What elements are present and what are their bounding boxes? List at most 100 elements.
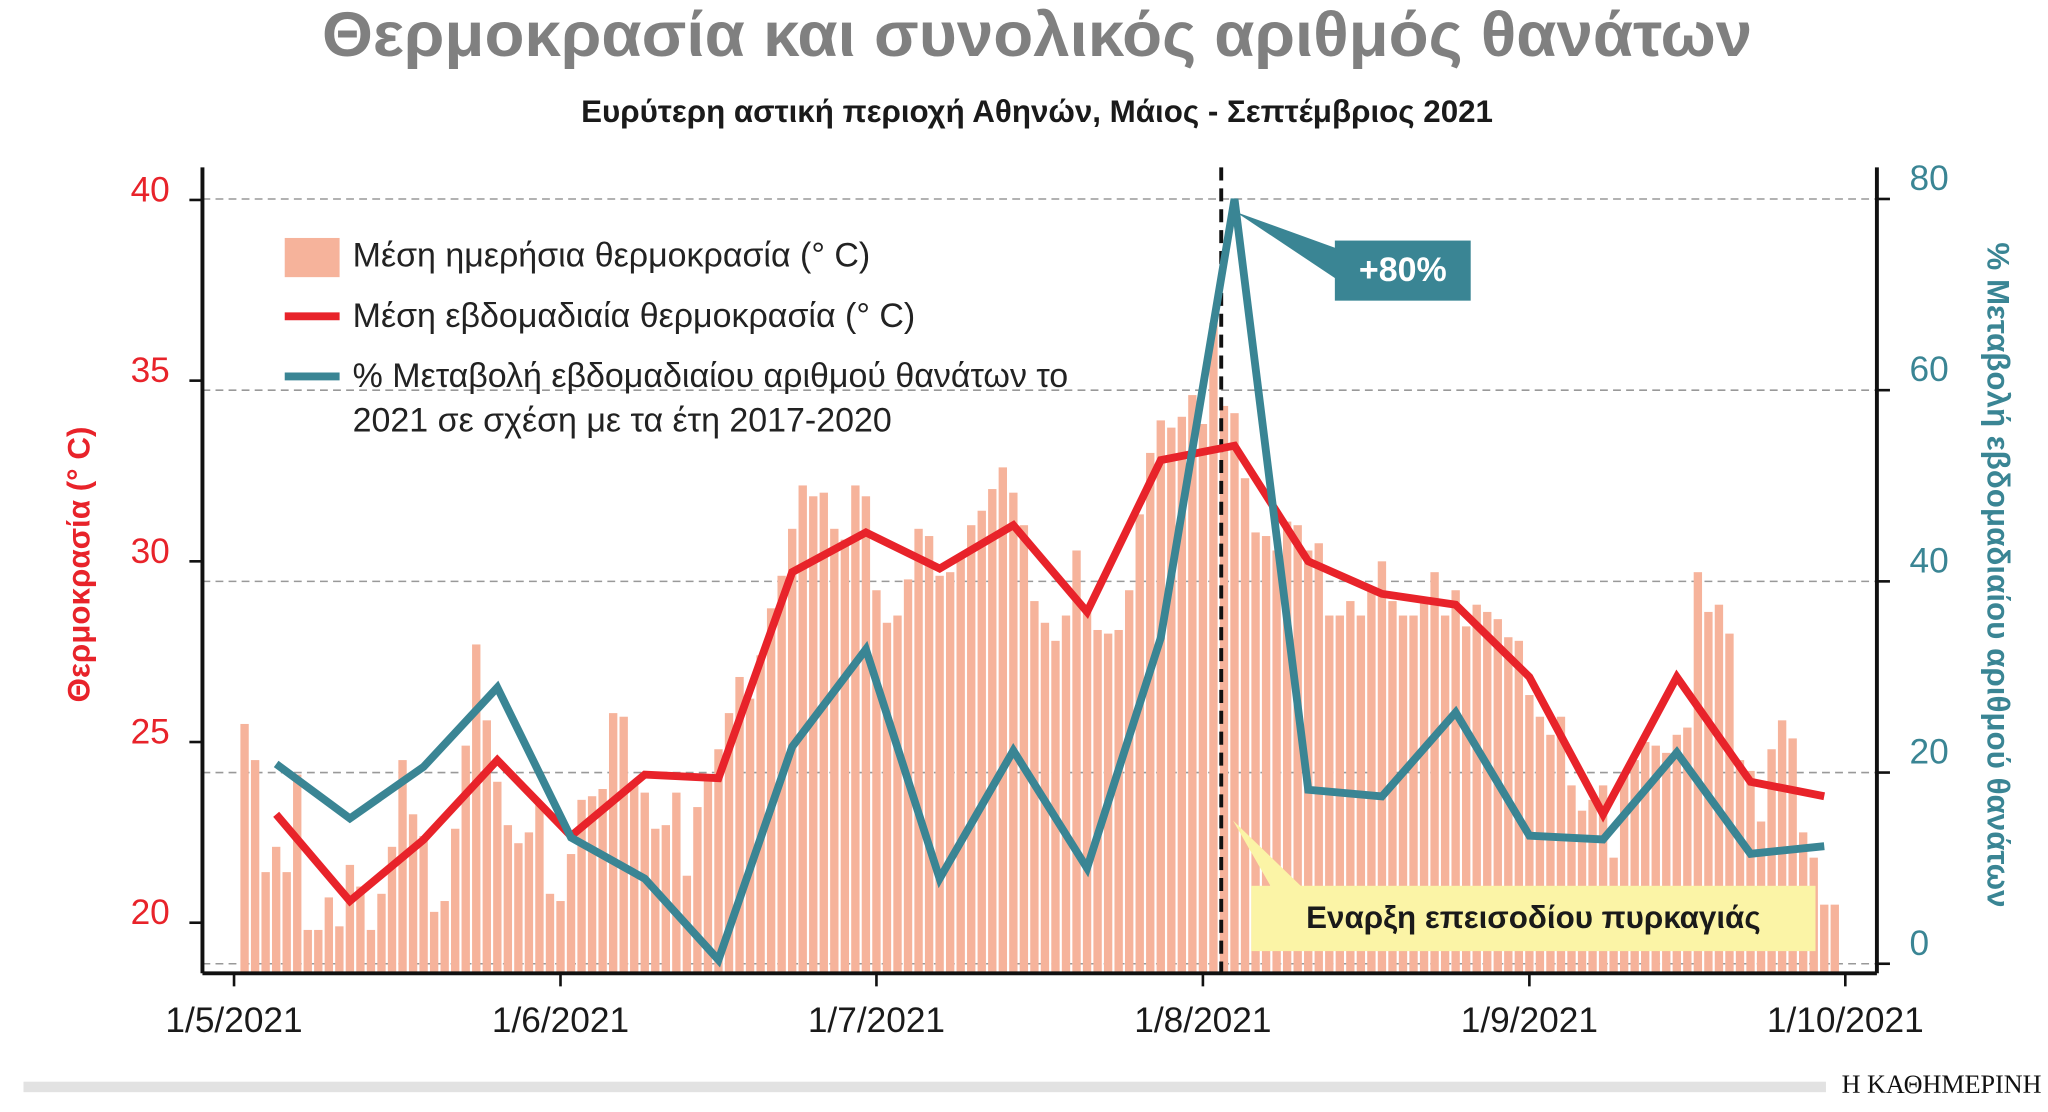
- bar: [356, 886, 365, 974]
- bar: [651, 828, 660, 974]
- bar: [1419, 601, 1429, 974]
- footer-bar: [23, 1081, 1826, 1093]
- bar: [956, 557, 965, 974]
- bar: [1082, 611, 1092, 974]
- bar: [935, 575, 944, 974]
- bar: [893, 615, 902, 974]
- bar: [988, 489, 997, 974]
- bar: [1072, 550, 1081, 974]
- line: [273, 441, 1826, 907]
- bar: [766, 608, 776, 974]
- bar: [1820, 904, 1829, 974]
- bar: [1251, 532, 1260, 974]
- bar: [493, 781, 502, 974]
- bar: [1462, 626, 1471, 974]
- bar: [977, 510, 986, 974]
- bar: [1240, 478, 1250, 974]
- bar: [1146, 452, 1155, 974]
- bar: [1293, 525, 1302, 974]
- y-tick-label: 40: [131, 170, 170, 209]
- y2-tick-label: 0: [1910, 924, 1930, 963]
- bar: [608, 713, 618, 974]
- bar: [1198, 424, 1208, 974]
- bar: [745, 698, 755, 974]
- bar: [1377, 561, 1387, 974]
- y-tick-label: 20: [131, 893, 170, 932]
- bar: [514, 843, 523, 974]
- bar: [598, 789, 607, 974]
- bar: [1440, 615, 1450, 974]
- annotation: Εναρξη επεισοδίου πυρκαγιάς: [1306, 900, 1761, 935]
- bar: [429, 911, 439, 974]
- legend-label: Μέση εβδομαδιαία θερμοκρασία (° C): [352, 295, 916, 335]
- bar: [1493, 619, 1502, 974]
- y2-tick-label: 60: [1910, 350, 1949, 389]
- bar: [345, 864, 355, 974]
- x-tick-label: 1/5/2021: [165, 1001, 302, 1040]
- bar: [524, 832, 534, 974]
- bar: [872, 590, 881, 974]
- bar: [1188, 395, 1197, 974]
- bar: [1019, 525, 1029, 974]
- lines: [273, 198, 1826, 968]
- bar: [1209, 322, 1218, 974]
- bar: [1672, 734, 1681, 974]
- annotation: +80%: [1359, 251, 1447, 289]
- bar: [556, 901, 565, 974]
- bar: [240, 723, 249, 974]
- bar: [1683, 727, 1692, 974]
- bar: [293, 774, 302, 974]
- bar: [303, 929, 312, 974]
- bar: [1725, 633, 1734, 974]
- y-axis-label: Θερμοκρασία (° C): [61, 427, 96, 703]
- bar: [809, 496, 818, 974]
- bar: [1767, 749, 1776, 974]
- bar: [1514, 640, 1524, 974]
- y-tick-label: 35: [131, 351, 170, 390]
- bar: [398, 760, 407, 974]
- bar: [714, 749, 723, 974]
- bar: [1662, 752, 1671, 974]
- bar: [1261, 536, 1271, 974]
- bar: [1409, 615, 1418, 974]
- bar: [377, 893, 386, 974]
- bar: [1451, 590, 1460, 974]
- bar: [535, 803, 544, 974]
- bar: [545, 893, 555, 974]
- bar: [924, 536, 934, 974]
- bar: [672, 792, 681, 974]
- bar: [1230, 413, 1239, 974]
- bar: [1430, 572, 1439, 974]
- bar: [735, 676, 744, 974]
- bar: [1135, 514, 1144, 974]
- bar: [1314, 543, 1323, 974]
- axes: 20 25 30 35 40 0 20 40 60 80 1/5/2021 1/6/2021 1/7/2…: [131, 159, 1949, 1040]
- bar: [250, 760, 260, 974]
- bar: [366, 929, 376, 974]
- bar: [1346, 601, 1355, 974]
- bar: [1009, 492, 1018, 974]
- bar: [851, 485, 860, 974]
- bar: [703, 774, 713, 974]
- bar: [1125, 590, 1134, 974]
- bar: [324, 897, 334, 974]
- x-tick-label: 1/6/2021: [492, 1001, 629, 1040]
- bar: [408, 814, 418, 974]
- bar: [314, 929, 323, 974]
- bar: [945, 572, 955, 974]
- x-tick-label: 1/10/2021: [1767, 1001, 1924, 1040]
- bar: [693, 807, 702, 974]
- legend-item: Μέση ημερήσια θερμοκρασία (° C): [353, 235, 871, 274]
- bar: [1535, 716, 1545, 974]
- bar: [282, 872, 291, 974]
- bar: [440, 901, 449, 974]
- bar: [1746, 770, 1755, 974]
- bar: [1061, 615, 1071, 974]
- bar: [1398, 615, 1408, 974]
- bar: [1693, 572, 1703, 974]
- bar: [1735, 760, 1745, 974]
- bar: [1272, 550, 1281, 974]
- y-tick-label: 25: [131, 712, 170, 751]
- x-tick-label: 1/8/2021: [1134, 1001, 1271, 1040]
